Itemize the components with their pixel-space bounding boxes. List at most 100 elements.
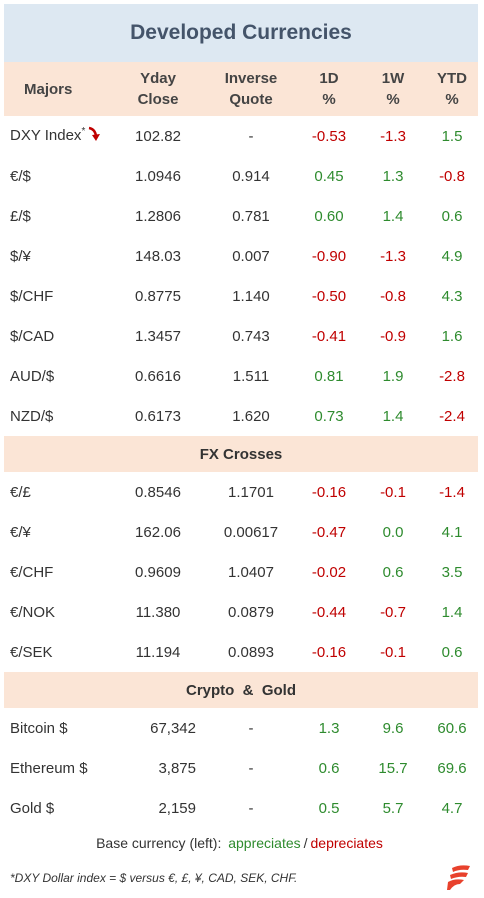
change-1d-text: 1.3 <box>318 719 340 737</box>
change-1w: -0.9 <box>360 328 426 345</box>
footnote: *DXY Dollar index = $ versus €, £, ¥, CA… <box>10 871 298 885</box>
fx-row: €/¥ 162.06 0.00617 -0.47 0.0 4.1 <box>4 512 478 552</box>
pair-name: $/CHF <box>4 288 112 305</box>
header-ytd-line2: % <box>445 91 459 108</box>
change-1d-text: -0.47 <box>311 523 347 541</box>
change-ytd: 60.6 <box>426 720 478 737</box>
pair-name-text: €/SEK <box>10 643 53 661</box>
yday-close-text: 67,342 <box>150 719 196 737</box>
inverse-quote-text: - <box>248 759 254 777</box>
header-1w-line1: 1W <box>381 70 405 87</box>
pair-name-text: €/CHF <box>10 563 54 581</box>
yday-close-text: 0.8775 <box>135 287 181 305</box>
yday-close-text: 0.9609 <box>135 563 181 581</box>
majors-row: £/$ 1.2806 0.781 0.60 1.4 0.6 <box>4 196 478 236</box>
change-1d-text: 0.60 <box>314 207 344 225</box>
change-1w: 5.7 <box>360 800 426 817</box>
change-1w-text: -0.8 <box>380 287 406 305</box>
change-1w: 1.3 <box>360 168 426 185</box>
pair-name: €/$ <box>4 168 112 185</box>
change-1w: -0.8 <box>360 288 426 305</box>
inverse-quote: 0.0879 <box>204 604 298 621</box>
inverse-quote-text: 0.781 <box>232 207 270 225</box>
inverse-quote: 0.0893 <box>204 644 298 661</box>
legend-depreciates: depreciates <box>310 835 383 851</box>
change-ytd-text: -0.8 <box>439 167 465 185</box>
change-1w-text: 9.6 <box>382 719 404 737</box>
legend-separator: / <box>303 835 308 851</box>
change-1w: 1.9 <box>360 368 426 385</box>
header-inverse-line2: Quote <box>229 91 273 108</box>
change-ytd-text: 4.1 <box>441 523 463 541</box>
yday-close-text: 1.0946 <box>135 167 181 185</box>
yday-close: 1.3457 <box>112 328 204 345</box>
change-1w-text: -0.7 <box>380 603 406 621</box>
change-ytd: -1.4 <box>426 484 478 501</box>
yday-close: 0.9609 <box>112 564 204 581</box>
change-ytd-text: 1.4 <box>441 603 463 621</box>
header-yday-close: Yday Close <box>112 68 204 110</box>
change-1w: -1.3 <box>360 128 426 145</box>
pair-name: $/CAD <box>4 328 112 345</box>
yday-close: 148.03 <box>112 248 204 265</box>
header-inverse-line1: Inverse <box>224 70 278 87</box>
pair-name: Ethereum $ <box>4 760 122 777</box>
column-header-row: Majors Yday Close Inverse Quote 1D% 1W% YT… <box>4 62 478 116</box>
fx-row: €/NOK 11.380 0.0879 -0.44 -0.7 1.4 <box>4 592 478 632</box>
change-ytd-text: 60.6 <box>437 719 467 737</box>
yday-close-text: 0.6616 <box>135 367 181 385</box>
crypto-row: Bitcoin $ 67,342 - 1.3 9.6 60.6 <box>4 708 478 748</box>
inverse-quote: 0.00617 <box>204 524 298 541</box>
change-1w-text: -0.1 <box>380 483 406 501</box>
yday-close: 2,159 <box>122 800 204 817</box>
yday-close-text: 2,159 <box>158 799 196 817</box>
inverse-quote-text: 0.0893 <box>228 643 274 661</box>
inverse-quote-text: - <box>248 719 254 737</box>
pair-name-text: NZD/$ <box>10 407 54 425</box>
change-ytd: 1.6 <box>426 328 478 345</box>
crypto-gold-header: Crypto & Gold <box>4 672 478 708</box>
pair-name-text: €/£ <box>10 483 31 501</box>
inverse-quote-text: 0.743 <box>232 327 270 345</box>
change-ytd: -2.8 <box>426 368 478 385</box>
crypto-gold-section: Bitcoin $ 67,342 - 1.3 9.6 60.6 Ethereum $ 3,87… <box>4 708 478 828</box>
majors-row: $/¥ 148.03 0.007 -0.90 -1.3 4.9 <box>4 236 478 276</box>
header-majors: Majors <box>24 80 73 98</box>
change-1d-text: 0.5 <box>318 799 340 817</box>
change-1d: -0.44 <box>298 604 360 621</box>
change-ytd-text: 1.5 <box>441 127 463 145</box>
change-ytd-text: 3.5 <box>441 563 463 581</box>
majors-section: DXY Index* 102.82 - -0.53 -1.3 1.5 €/$ 1.0946 0.… <box>4 116 478 436</box>
table-title: Developed Currencies <box>4 4 478 62</box>
change-ytd: -2.4 <box>426 408 478 425</box>
pair-name: €/CHF <box>4 564 112 581</box>
change-ytd-text: 0.6 <box>441 207 463 225</box>
pair-name: €/NOK <box>4 604 112 621</box>
change-1d-text: 0.6 <box>318 759 340 777</box>
change-1d: 0.73 <box>298 408 360 425</box>
change-1d: -0.53 <box>298 128 360 145</box>
change-ytd: 0.6 <box>426 208 478 225</box>
yday-close-text: 0.8546 <box>135 483 181 501</box>
change-1d: 0.60 <box>298 208 360 225</box>
change-1d-text: -0.44 <box>311 603 347 621</box>
header-ytd: YTD% <box>426 68 478 110</box>
change-1d: 1.3 <box>298 720 360 737</box>
inverse-quote-text: 1.620 <box>232 407 270 425</box>
inverse-quote: - <box>204 800 298 817</box>
change-1d-text: -0.16 <box>311 483 347 501</box>
change-1w-text: -1.3 <box>380 247 406 265</box>
change-1w: 9.6 <box>360 720 426 737</box>
change-1d: -0.41 <box>298 328 360 345</box>
yday-close: 0.8775 <box>112 288 204 305</box>
change-ytd-text: -2.4 <box>439 407 465 425</box>
change-1w-text: -0.1 <box>380 643 406 661</box>
change-1w-text: 1.9 <box>382 367 404 385</box>
yday-close-text: 162.06 <box>135 523 181 541</box>
yday-close: 1.0946 <box>112 168 204 185</box>
header-1w: 1W% <box>360 68 426 110</box>
inverse-quote: 0.781 <box>204 208 298 225</box>
inverse-quote: 1.620 <box>204 408 298 425</box>
fx-crosses-header: FX Crosses <box>4 436 478 472</box>
change-ytd: 4.3 <box>426 288 478 305</box>
